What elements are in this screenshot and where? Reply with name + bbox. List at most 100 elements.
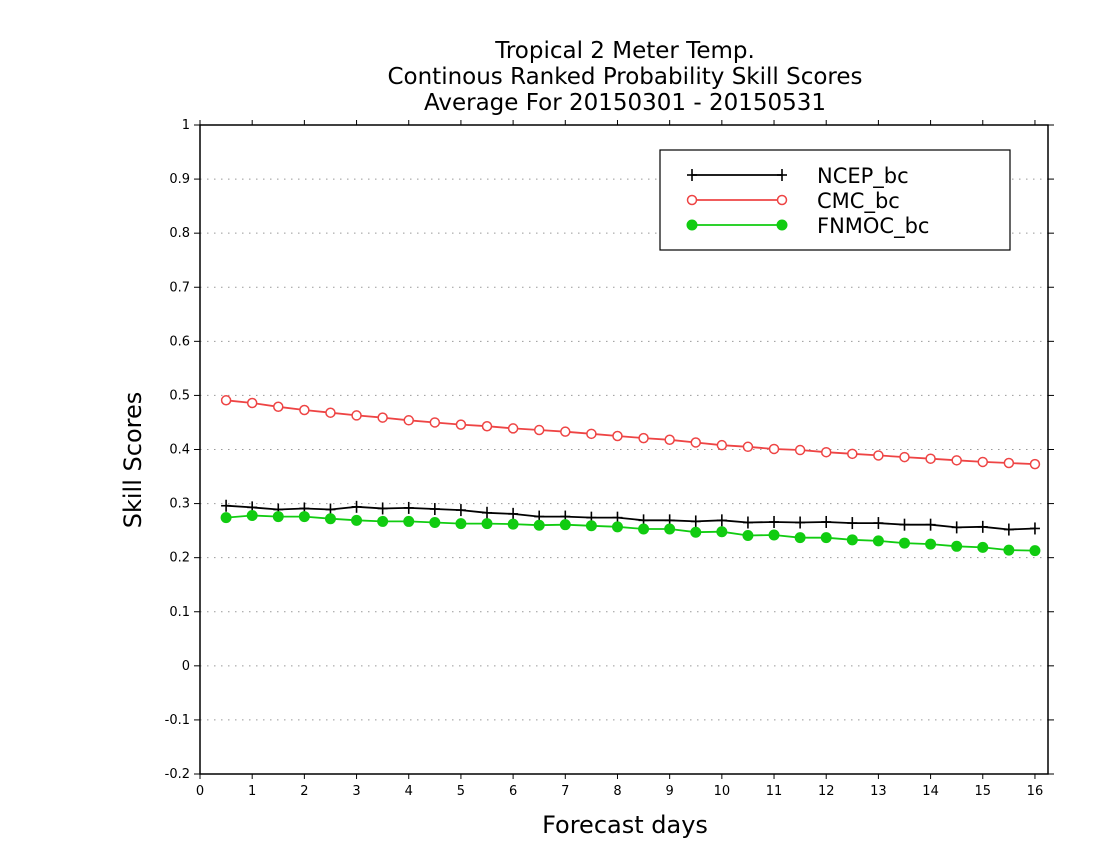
data-point-FNMOC_bc-3 (298, 511, 310, 523)
series-line-NCEP_bc (226, 504, 1036, 531)
data-point-FNMOC_bc-23 (820, 532, 832, 544)
data-point-CMC_bc-21 (768, 443, 780, 455)
data-point-NCEP_bc-18 (690, 515, 701, 528)
x-tick-label-1: 1 (248, 784, 256, 799)
data-point-FNMOC_bc-13 (559, 519, 571, 531)
data-point-CMC_bc-19 (716, 439, 728, 451)
data-point-FNMOC_bc-10 (481, 518, 493, 530)
data-point-CMC_bc-23 (820, 446, 832, 458)
data-point-FNMOC_bc-25 (872, 535, 884, 547)
series-line-FNMOC_bc (226, 514, 1036, 552)
data-point-CMC_bc-14 (586, 428, 597, 440)
x-tick-label-4: 4 (405, 784, 413, 799)
x-axis-ticks: 0 1 2 3 4 5 6 7 8 9 10 11 12 13 14 15 16 (196, 120, 1043, 799)
data-point-CMC_bc-20 (742, 441, 754, 453)
data-point-FNMOC_bc-31 (1029, 545, 1041, 557)
data-point-NCEP_bc-23 (821, 515, 832, 528)
data-point-CMC_bc-7 (403, 415, 414, 426)
data-point-CMC_bc-16 (638, 432, 649, 444)
legend-marker-end-FNMOC_bc (776, 219, 788, 231)
data-point-FNMOC_bc-17 (664, 523, 676, 535)
data-point-CMC_bc-15 (612, 430, 623, 442)
data-point-FNMOC_bc-1 (246, 509, 258, 521)
x-tick-label-6: 6 (509, 784, 517, 799)
x-tick-label-2: 2 (300, 784, 308, 799)
data-point-CMC_bc-18 (690, 437, 702, 448)
data-point-CMC_bc-8 (429, 417, 441, 428)
data-point-NCEP_bc-26 (899, 518, 910, 531)
data-point-NCEP_bc-19 (716, 514, 727, 527)
y-tick-label-1: -0.1 (165, 713, 190, 728)
data-point-CMC_bc-13 (560, 426, 571, 437)
data-point-NCEP_bc-11 (508, 507, 519, 520)
data-point-CMC_bc-12 (533, 424, 545, 436)
legend-label-FNMOC_bc: FNMOC_bc (817, 214, 929, 239)
title-line-2: Continous Ranked Probability Skill Score… (387, 64, 862, 90)
y-tick-label-8: 0.6 (169, 334, 190, 349)
data-point-CMC_bc-6 (377, 412, 388, 423)
data-point-CMC_bc-9 (455, 419, 467, 430)
title-line-3: Average For 20150301 - 20150531 (424, 90, 826, 116)
data-point-FNMOC_bc-2 (272, 511, 284, 523)
data-point-CMC_bc-5 (351, 410, 362, 421)
legend-label-NCEP_bc: NCEP_bc (817, 164, 909, 189)
data-point-FNMOC_bc-14 (585, 520, 597, 532)
x-tick-label-9: 9 (666, 784, 674, 799)
data-point-FNMOC_bc-9 (455, 518, 467, 530)
data-point-CMC_bc-10 (481, 420, 493, 432)
data-point-FNMOC_bc-28 (951, 540, 963, 552)
data-point-FNMOC_bc-29 (977, 541, 989, 553)
data-point-CMC_bc-25 (873, 450, 884, 461)
data-point-FNMOC_bc-19 (716, 526, 728, 538)
x-tick-label-13: 13 (870, 784, 887, 799)
series-NCEP_bc (221, 499, 1040, 536)
x-tick-label-3: 3 (352, 784, 360, 799)
data-point-NCEP_bc-8 (429, 502, 440, 515)
y-tick-label-11: 0.9 (169, 172, 190, 187)
data-point-NCEP_bc-20 (742, 516, 753, 529)
data-point-NCEP_bc-5 (351, 500, 362, 513)
y-tick-label-4: 0.2 (169, 551, 190, 566)
data-point-CMC_bc-2 (273, 401, 284, 413)
legend-marker-end-CMC_bc (776, 194, 788, 206)
legend-marker-end-NCEP_bc (777, 169, 787, 181)
y-tick-label-0: -0.2 (165, 767, 190, 782)
data-point-FNMOC_bc-11 (507, 518, 519, 530)
data-point-FNMOC_bc-30 (1003, 544, 1015, 556)
data-point-CMC_bc-30 (1003, 457, 1015, 469)
data-point-CMC_bc-4 (325, 407, 336, 418)
series-FNMOC_bc (220, 509, 1041, 557)
y-axis-title: Skill Scores (119, 392, 147, 529)
data-point-NCEP_bc-10 (482, 506, 493, 519)
data-point-FNMOC_bc-15 (611, 521, 623, 533)
data-point-FNMOC_bc-21 (768, 529, 780, 541)
series-line-CMC_bc (226, 399, 1036, 465)
y-tick-label-2: 0 (182, 659, 190, 674)
series-lines (220, 395, 1041, 557)
data-point-NCEP_bc-22 (795, 516, 806, 529)
data-point-NCEP_bc-6 (377, 502, 388, 515)
x-tick-label-7: 7 (561, 784, 569, 799)
data-point-CMC_bc-29 (977, 456, 989, 468)
data-point-FNMOC_bc-8 (429, 517, 441, 529)
x-tick-label-10: 10 (714, 784, 731, 799)
x-tick-label-16: 16 (1027, 784, 1044, 799)
data-point-CMC_bc-11 (507, 423, 519, 434)
legend-label-CMC_bc: CMC_bc (817, 189, 900, 214)
data-point-FNMOC_bc-12 (533, 519, 545, 531)
data-point-FNMOC_bc-5 (351, 514, 363, 526)
data-point-NCEP_bc-24 (847, 517, 858, 530)
data-point-NCEP_bc-21 (769, 515, 780, 528)
data-point-NCEP_bc-0 (221, 499, 232, 512)
data-point-NCEP_bc-7 (403, 501, 414, 514)
data-point-CMC_bc-22 (794, 444, 806, 456)
data-point-NCEP_bc-27 (925, 518, 936, 531)
y-tick-label-5: 0.3 (169, 497, 190, 512)
data-point-NCEP_bc-9 (455, 504, 466, 517)
x-tick-label-0: 0 (196, 784, 204, 799)
data-point-FNMOC_bc-27 (925, 538, 937, 550)
y-tick-label-7: 0.5 (169, 388, 190, 403)
data-point-FNMOC_bc-6 (377, 515, 389, 527)
